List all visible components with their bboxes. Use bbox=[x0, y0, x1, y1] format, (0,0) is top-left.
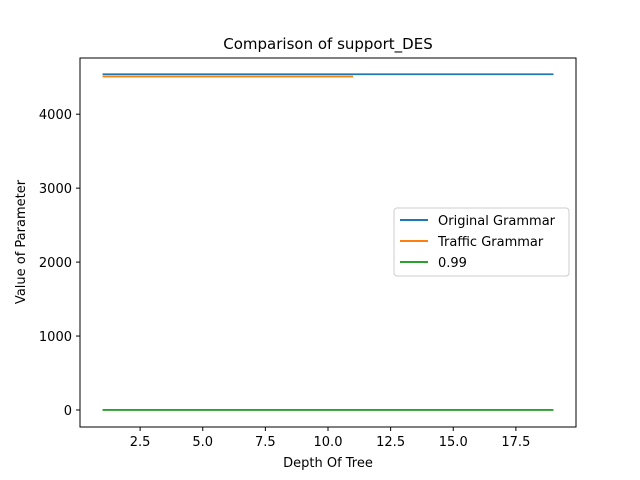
x-axis-ticks: 2.5 5.0 7.5 10.0 12.5 15.0 17.5 bbox=[130, 427, 530, 450]
legend: Original Grammar Traffic Grammar 0.99 bbox=[393, 207, 570, 277]
series-layer bbox=[102, 73, 554, 411]
y-tick-label: 2000 bbox=[39, 256, 72, 271]
y-tick-label: 4000 bbox=[39, 108, 72, 123]
legend-box bbox=[393, 207, 570, 277]
x-tick-label: 10.0 bbox=[314, 435, 343, 450]
x-tick-label: 5.0 bbox=[192, 435, 213, 450]
x-tick-label: 17.5 bbox=[501, 435, 530, 450]
legend-label-original-grammar: Original Grammar bbox=[438, 214, 556, 229]
x-tick-label: 7.5 bbox=[255, 435, 276, 450]
x-tick-label: 12.5 bbox=[376, 435, 405, 450]
y-tick-label: 1000 bbox=[39, 330, 72, 345]
legend-label-0-99: 0.99 bbox=[438, 256, 467, 271]
x-axis-title: Depth Of Tree bbox=[283, 456, 373, 471]
legend-label-traffic-grammar: Traffic Grammar bbox=[437, 235, 544, 250]
y-axis-title: Value of Parameter bbox=[14, 179, 29, 304]
chart-title: Comparison of support_DES bbox=[223, 35, 432, 54]
y-tick-label: 3000 bbox=[39, 182, 72, 197]
x-tick-label: 2.5 bbox=[130, 435, 151, 450]
x-tick-label: 15.0 bbox=[439, 435, 468, 450]
y-tick-label: 0 bbox=[64, 404, 72, 419]
y-axis-ticks: 0 1000 2000 3000 4000 bbox=[39, 108, 80, 419]
